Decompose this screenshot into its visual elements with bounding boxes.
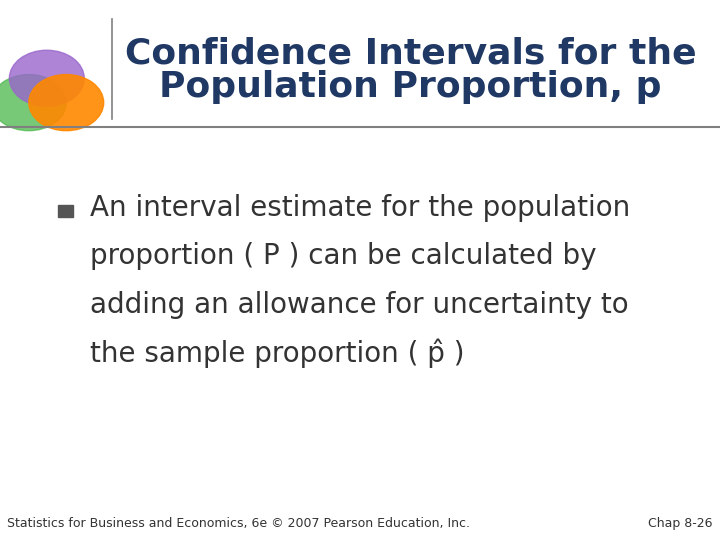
Text: Confidence Intervals for the: Confidence Intervals for the xyxy=(125,37,696,71)
Text: Statistics for Business and Economics, 6e © 2007 Pearson Education, Inc.: Statistics for Business and Economics, 6… xyxy=(7,517,470,530)
FancyBboxPatch shape xyxy=(58,205,73,217)
Circle shape xyxy=(9,50,84,106)
Circle shape xyxy=(29,75,104,131)
Text: An interval estimate for the population: An interval estimate for the population xyxy=(90,194,630,222)
Text: the sample proportion ( p̂ ): the sample proportion ( p̂ ) xyxy=(90,339,464,368)
Text: Population Proportion, p: Population Proportion, p xyxy=(159,71,662,104)
Text: proportion ( P ) can be calculated by: proportion ( P ) can be calculated by xyxy=(90,242,596,271)
Circle shape xyxy=(0,75,66,131)
Text: adding an allowance for uncertainty to: adding an allowance for uncertainty to xyxy=(90,291,629,319)
Text: Chap 8-26: Chap 8-26 xyxy=(648,517,713,530)
